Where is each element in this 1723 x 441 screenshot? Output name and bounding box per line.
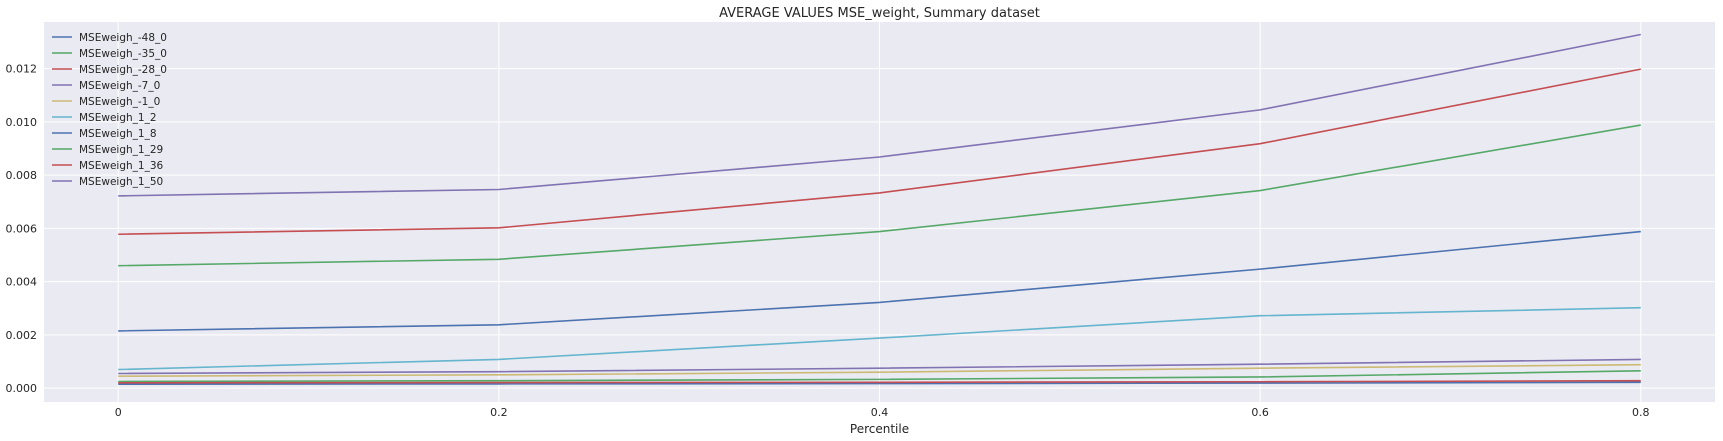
y-tick-label: 0.008 — [6, 169, 38, 182]
legend-label: MSEweigh_-48_0 — [79, 32, 167, 44]
series-line-MSEweigh_-48_0 — [118, 381, 1641, 385]
y-tick-label: 0.000 — [6, 382, 38, 395]
y-tick-label: 0.010 — [6, 116, 38, 129]
legend: MSEweigh_-48_0 MSEweigh_-35_0 MSEweigh_-28… — [52, 32, 167, 188]
legend-label: MSEweigh_1_8 — [79, 128, 157, 140]
y-tick-label: 0.006 — [6, 222, 38, 235]
legend-label: MSEweigh_1_50 — [79, 176, 163, 188]
series-line-MSEweigh_-1_0 — [118, 363, 1641, 377]
y-tick-label: 0.004 — [6, 276, 38, 289]
x-tick-label: 0.4 — [871, 406, 889, 419]
legend-label: MSEweigh_1_29 — [79, 144, 163, 156]
tick-labels: 0 0.2 0.4 0.6 0.8 0.000 0.002 0.004 0.006 0.008 0.… — [6, 63, 1650, 419]
series-line-MSEweigh_1_29 — [118, 124, 1641, 267]
legend-label: MSEweigh_1_2 — [79, 112, 157, 124]
series-line-MSEweigh_1_50 — [118, 33, 1641, 197]
series-lines — [118, 33, 1641, 385]
chart-title: AVERAGE VALUES MSE_weight, Summary datas… — [719, 6, 1040, 21]
x-axis-label: Percentile — [850, 422, 909, 436]
x-tick-label: 0.8 — [1632, 406, 1650, 419]
y-tick-label: 0.002 — [6, 329, 38, 342]
legend-label: MSEweigh_-28_0 — [79, 64, 167, 76]
x-tick-label: 0.6 — [1251, 406, 1269, 419]
x-tick-label: 0.2 — [490, 406, 508, 419]
x-tick-label: 0 — [115, 406, 122, 419]
legend-label: MSEweigh_-7_0 — [79, 80, 160, 92]
grid-lines — [44, 22, 1715, 402]
series-line-MSEweigh_1_8 — [118, 230, 1641, 332]
y-tick-label: 0.012 — [6, 63, 38, 76]
series-line-MSEweigh_-35_0 — [118, 370, 1641, 383]
legend-label: MSEweigh_1_36 — [79, 160, 164, 172]
legend-label: MSEweigh_-35_0 — [79, 48, 167, 60]
series-line-MSEweigh_-28_0 — [118, 379, 1641, 384]
series-line-MSEweigh_1_36 — [118, 68, 1641, 236]
series-line-MSEweigh_-7_0 — [118, 358, 1641, 375]
series-line-MSEweigh_1_2 — [118, 306, 1641, 371]
legend-label: MSEweigh_-1_0 — [79, 96, 160, 108]
